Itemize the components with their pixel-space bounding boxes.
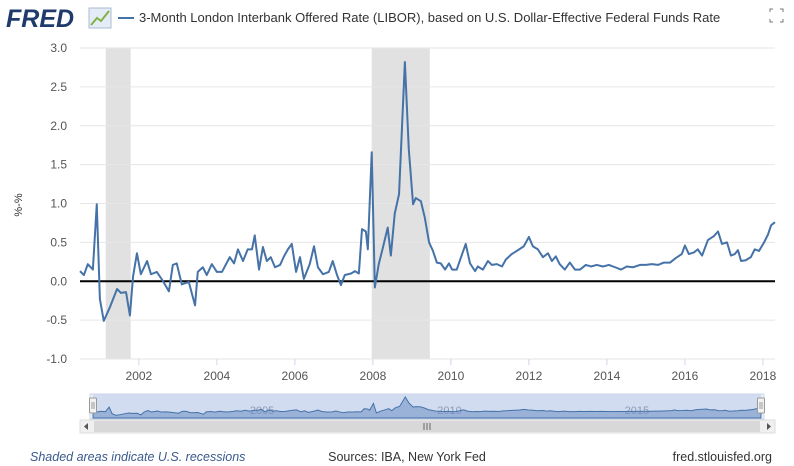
x-tick-label: 2016 (672, 369, 699, 383)
x-tick-label: 2008 (360, 369, 387, 383)
y-tick-label: 0.0 (50, 274, 67, 288)
y-tick-label: -1.0 (46, 352, 67, 366)
scrollbar-grip (423, 423, 431, 430)
y-axis-label: %-% (13, 193, 25, 216)
navigator-handle[interactable] (757, 397, 765, 414)
x-tick-label: 2014 (594, 369, 621, 383)
x-tick-label: 2006 (282, 369, 309, 383)
footer-url[interactable]: fred.stlouisfed.org (673, 450, 772, 464)
scroll-right[interactable] (767, 423, 771, 430)
navigator-area (92, 396, 762, 419)
y-tick-label: -0.5 (46, 313, 67, 327)
y-tick-label: 0.5 (50, 235, 67, 249)
x-tick-label: 2012 (516, 369, 543, 383)
handle-grip (91, 402, 95, 409)
y-tick-label: 1.0 (50, 197, 67, 211)
series-line (79, 61, 776, 322)
navigator-handle[interactable] (89, 397, 97, 414)
footer-sources: Sources: IBA, New York Fed (328, 450, 486, 464)
y-tick-label: 2.0 (50, 119, 67, 133)
scroll-left[interactable] (84, 423, 88, 430)
fullscreen-icon[interactable] (769, 8, 784, 23)
y-tick-label: 1.5 (50, 158, 67, 172)
footer-note: Shaded areas indicate U.S. recessions (30, 450, 245, 464)
logo: FRED (6, 5, 74, 33)
x-tick-label: 2018 (750, 369, 777, 383)
handle-grip (759, 402, 763, 409)
legend-label: 3-Month London Interbank Offered Rate (L… (139, 10, 720, 25)
x-tick-label: 2004 (204, 369, 231, 383)
y-tick-label: 3.0 (50, 41, 67, 55)
x-tick-label: 2002 (126, 369, 153, 383)
x-tick-label: 2010 (438, 369, 465, 383)
logo-icon (88, 7, 112, 29)
y-tick-label: 2.5 (50, 80, 67, 94)
